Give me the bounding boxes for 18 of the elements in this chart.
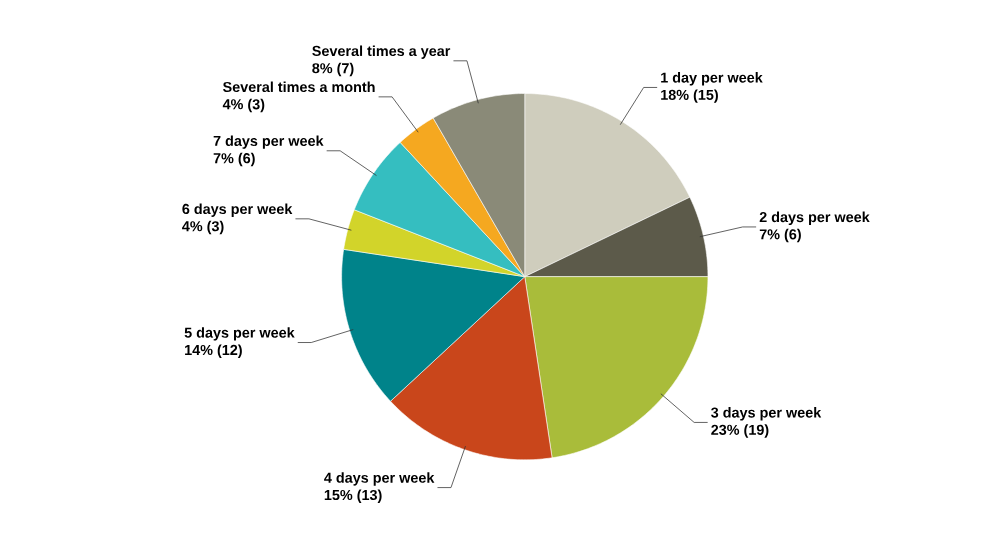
slice-label: 1 day per week [661, 72, 763, 86]
data-label: 14% (12) [185, 344, 242, 359]
slice-label: Several times a month [223, 81, 375, 93]
data-label: 4% (3) [222, 99, 265, 113]
slice-label: 3 days per week [711, 407, 822, 421]
slice-label: 7 days per week [213, 135, 324, 150]
data-label: 8% (7) [312, 62, 354, 77]
data-label: 4% (3) [182, 220, 224, 235]
slice-label: 6 days per week [182, 203, 293, 218]
data-label: 15% (13) [324, 489, 382, 504]
slice-label: 5 days per week [184, 327, 295, 341]
data-label: 7% (6) [213, 152, 255, 167]
slice-label: 2 days per week [759, 211, 870, 226]
data-label: 23% (19) [711, 424, 769, 438]
slice-label: Several times a year [312, 45, 451, 60]
data-label: 7% (6) [759, 229, 801, 243]
data-label: 18% (15) [661, 89, 718, 104]
slice-label: 4 days per week [324, 472, 435, 486]
